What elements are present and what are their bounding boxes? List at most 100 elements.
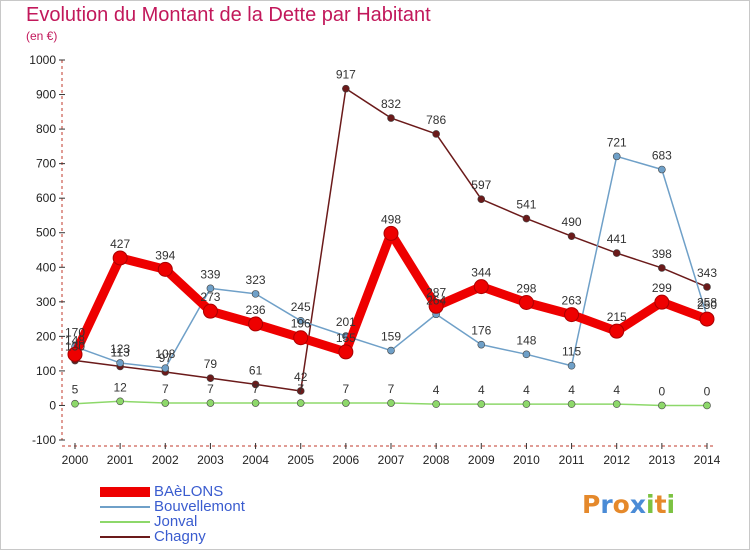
logo-letter: i: [666, 490, 676, 519]
data-label: 683: [652, 149, 672, 163]
data-point: [387, 346, 395, 355]
data-label: 42: [294, 370, 308, 384]
data-point: [206, 284, 215, 293]
legend-swatch-chagny: [100, 536, 150, 539]
logo-letter: x: [629, 490, 646, 519]
data-point: [658, 165, 666, 174]
data-label: 7: [207, 382, 214, 396]
data-point: [432, 400, 440, 408]
x-tick-label: 2001: [107, 453, 134, 467]
data-label: 12: [113, 380, 127, 394]
data-label: 201: [336, 315, 356, 329]
data-label: 170: [65, 326, 85, 340]
series-balons: [67, 225, 715, 362]
data-point: [522, 214, 531, 223]
legend-label-chagny: Chagny: [154, 528, 206, 545]
data-point: [112, 250, 128, 266]
data-point: [248, 316, 264, 332]
logo-letter: P: [582, 490, 601, 519]
data-label: 299: [652, 281, 672, 295]
y-tick-label: 400: [36, 260, 56, 274]
y-tick-label: 0: [49, 398, 56, 412]
data-point: [518, 295, 534, 311]
data-label: 263: [562, 294, 582, 308]
y-tick-label: 100: [36, 364, 56, 378]
data-label: 115: [562, 345, 581, 359]
data-point: [342, 399, 350, 407]
data-point: [342, 84, 350, 93]
legend-swatch-jonval: [100, 521, 150, 524]
y-tick-label: -100: [32, 433, 56, 447]
data-label: 4: [523, 383, 530, 397]
data-label: 498: [381, 212, 401, 226]
data-point: [387, 114, 395, 122]
logo-letter: i: [646, 490, 655, 519]
x-tick-label: 2007: [378, 453, 405, 467]
x-tick-label: 2003: [197, 453, 224, 467]
data-label: 236: [246, 303, 266, 317]
data-point: [703, 283, 711, 291]
data-point: [116, 359, 124, 367]
series-layer: [67, 84, 715, 410]
data-label: 148: [516, 333, 536, 347]
legend-label-jonval: Jonval: [154, 513, 198, 530]
legend-label-baelons: BAèLONS: [154, 483, 224, 500]
x-tick-label: 2002: [152, 453, 179, 467]
data-point: [567, 400, 576, 408]
data-label: 323: [246, 273, 266, 287]
data-point: [202, 303, 218, 319]
data-labels: 130 113 97 79 61 42 917 832 786 597 541 490 441 398 34…: [65, 68, 717, 399]
data-label: 344: [471, 266, 491, 280]
data-label: 832: [381, 97, 401, 111]
data-label: 159: [381, 330, 401, 344]
data-label: 441: [607, 232, 627, 246]
data-label: 597: [471, 178, 491, 192]
data-label: 398: [652, 247, 672, 261]
data-point: [477, 195, 486, 204]
data-point: [161, 364, 170, 372]
chart-title: Evolution du Montant de la Dette par Hab…: [26, 4, 431, 26]
data-point: [338, 344, 354, 360]
data-point: [296, 399, 305, 407]
data-label: 97: [159, 351, 173, 365]
y-tick-label: 500: [36, 226, 56, 240]
data-label: 541: [516, 198, 536, 212]
data-label: 721: [607, 135, 627, 149]
data-label: 7: [343, 382, 350, 396]
data-label: 343: [697, 266, 717, 280]
x-tick-label: 2006: [333, 453, 360, 467]
x-tick-label: 2005: [287, 453, 314, 467]
data-point: [567, 232, 576, 240]
data-label: 176: [471, 324, 491, 338]
data-point: [116, 397, 124, 406]
data-label: 258: [697, 295, 717, 309]
x-tick-label: 2012: [603, 453, 630, 467]
data-point: [296, 387, 305, 395]
data-label: 273: [200, 290, 220, 304]
data-label: 123: [110, 342, 130, 356]
data-point: [658, 264, 666, 272]
data-point: [654, 294, 670, 310]
data-point: [157, 261, 173, 277]
x-tick-label: 2011: [559, 453, 585, 467]
legend-label-bouvellemont: Bouvellemont: [154, 498, 245, 515]
axes: -100010020030040050060070080090010002000…: [29, 53, 720, 467]
legend: BAèLONS Bouvellemont Jonval Chagny: [100, 484, 245, 544]
data-point: [477, 400, 486, 408]
data-point: [206, 374, 215, 382]
x-tick-label: 2000: [62, 453, 89, 467]
data-point: [699, 311, 715, 327]
data-point: [477, 340, 486, 349]
data-label: 250: [697, 298, 717, 312]
legend-swatch-bouvellemont: [100, 506, 150, 509]
data-point: [387, 399, 395, 407]
data-label: 427: [110, 237, 130, 251]
data-label: 0: [704, 384, 711, 398]
data-label: 786: [426, 113, 446, 127]
data-label: 4: [613, 383, 620, 397]
data-label: 7: [297, 382, 304, 396]
data-point: [612, 249, 621, 257]
data-point: [522, 350, 531, 359]
data-label: 298: [516, 282, 536, 296]
data-point: [161, 399, 170, 407]
